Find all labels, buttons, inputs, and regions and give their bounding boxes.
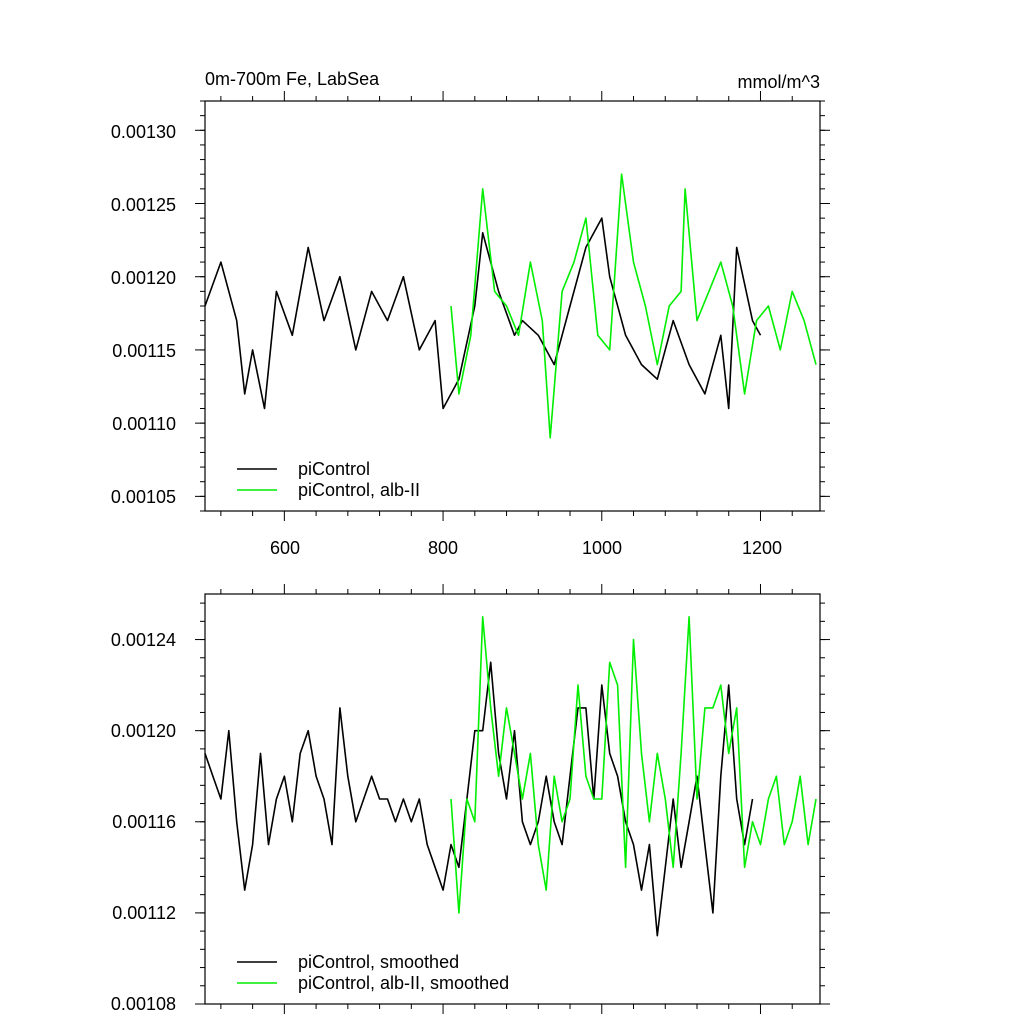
legend-label-alb-ii-smoothed: piControl, alb-II, smoothed — [298, 973, 509, 993]
top-y-tick-label: 0.00125 — [111, 195, 176, 215]
top-panel-series — [204, 173, 817, 439]
top-x-tick-label: 1000 — [582, 538, 622, 558]
top-panel-title: 0m-700m Fe, LabSea — [205, 69, 380, 89]
top-y-tick-label: 0.00120 — [111, 268, 176, 288]
top-y-tick-label: 0.00130 — [111, 122, 176, 142]
top-panel: 0m-700m Fe, LabSea mmol/m^3 600 800 1000… — [111, 69, 830, 558]
legend-label-picontrol: piControl — [298, 459, 370, 479]
top-legend: piControl piControl, alb-II — [237, 459, 420, 500]
legend-label-picontrol-smoothed: piControl, smoothed — [298, 952, 459, 972]
bottom-y-tick-label: 0.00124 — [111, 630, 176, 650]
bottom-legend: piControl, smoothed piControl, alb-II, s… — [237, 952, 509, 993]
top-y-tick-labels: 0.00105 0.00110 0.00115 0.00120 0.00125 … — [111, 122, 176, 507]
top-y-tick-label: 0.00105 — [111, 487, 176, 507]
bottom-series-line-picontrol-alb-ii-smoothed — [450, 615, 817, 914]
bottom-y-tick-label: 0.00120 — [111, 721, 176, 741]
top-y-tick-label: 0.00115 — [112, 341, 176, 361]
top-x-tick-label: 800 — [428, 538, 458, 558]
top-x-tick-labels: 600 800 1000 1200 — [270, 538, 782, 558]
top-panel-units: mmol/m^3 — [738, 72, 820, 92]
top-panel-ticks — [195, 91, 830, 521]
bottom-panel-series — [204, 615, 817, 937]
top-x-tick-label: 1200 — [742, 538, 782, 558]
top-y-tick-label: 0.00110 — [112, 414, 176, 434]
top-x-tick-label: 600 — [270, 538, 300, 558]
legend-label-alb-ii: piControl, alb-II — [298, 480, 420, 500]
bottom-y-tick-labels: 0.00108 0.00112 0.00116 0.00120 0.00124 — [111, 630, 176, 1014]
top-series-line-picontrol-alb-ii — [450, 173, 817, 439]
top-series-line-picontrol — [204, 217, 762, 410]
bottom-panel: 0.00108 0.00112 0.00116 0.00120 0.00124 … — [111, 584, 830, 1014]
bottom-y-tick-label: 0.00108 — [111, 994, 176, 1014]
bottom-panel-ticks — [195, 584, 830, 1014]
bottom-panel-frame — [204, 593, 821, 1005]
bottom-y-tick-label: 0.00116 — [112, 812, 176, 832]
bottom-y-tick-label: 0.00112 — [112, 903, 176, 923]
